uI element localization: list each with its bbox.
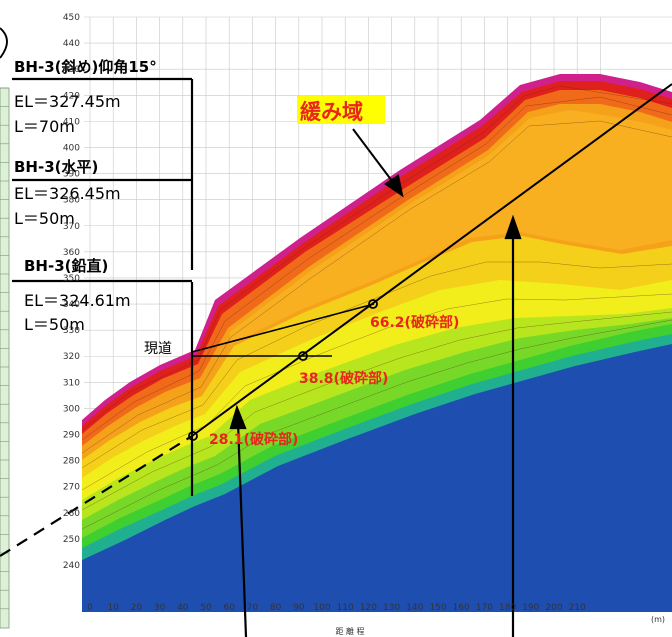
x-tick-label: 10 — [107, 603, 119, 613]
x-axis-unit: (m) — [651, 615, 665, 624]
x-tick-label: 180 — [499, 603, 516, 613]
x-tick-label: 190 — [522, 603, 539, 613]
y-tick-label: 430 — [63, 65, 80, 75]
x-tick-label: 0 — [87, 603, 93, 613]
fracture-label-38: 38.8(破砕部) — [299, 370, 388, 387]
bh-inclined-title: BH-3(斜め)仰角15° — [14, 58, 157, 76]
y-tick-label: 310 — [63, 378, 80, 388]
bh-horizontal-length: L＝50m — [14, 209, 75, 228]
loose-zone — [230, 110, 672, 345]
x-tick-label: 150 — [429, 603, 446, 613]
x-tick-label: 130 — [383, 603, 400, 613]
arrows — [229, 128, 522, 637]
loose-zone-label-bg — [297, 96, 385, 124]
x-tick-label: 120 — [360, 603, 377, 613]
y-axis-tick-labels: 450 440 430 420 410 400 390 380 370 360 350 340 330 3… — [63, 13, 80, 571]
fracture-label-66: 66.2(破砕部) — [370, 314, 459, 331]
y-tick-label: 270 — [63, 483, 80, 493]
x-axis-label: 距 離 程 — [335, 626, 364, 636]
road-leader-line — [191, 303, 375, 353]
x-tick-label: 170 — [476, 603, 493, 613]
y-tick-label: 380 — [63, 196, 80, 206]
y-tick-label: 360 — [63, 248, 80, 258]
x-tick-label: 210 — [569, 603, 586, 613]
contour-lines — [81, 85, 672, 530]
x-tick-label: 140 — [406, 603, 423, 613]
y-tick-label: 320 — [63, 352, 80, 362]
bh-vertical-el: EL＝324.61m — [24, 291, 131, 310]
x-tick-label: 60 — [223, 603, 235, 613]
borehole-lines — [190, 83, 672, 496]
y-tick-label: 290 — [63, 431, 80, 441]
x-tick-label: 100 — [313, 603, 330, 613]
x-tick-label: 90 — [293, 603, 305, 613]
loose-zone-label: 緩み域 — [300, 100, 363, 124]
band-bedrock — [82, 344, 672, 612]
y-tick-label: 240 — [63, 561, 80, 571]
y-tick-label: 280 — [63, 457, 80, 467]
partial-bracket — [0, 27, 8, 59]
x-tick-label: 80 — [270, 603, 282, 613]
y-tick-label: 390 — [63, 170, 80, 180]
y-tick-label: 410 — [63, 117, 80, 127]
x-tick-label: 200 — [545, 603, 562, 613]
x-tick-label: 160 — [453, 603, 470, 613]
y-tick-label: 330 — [63, 326, 80, 336]
y-tick-label: 350 — [63, 274, 80, 284]
x-tick-label: 30 — [154, 603, 166, 613]
borehole-labels: BH-3(斜め)仰角15° EL＝327.45m L＝70m BH-3(水平) … — [14, 58, 157, 334]
x-tick-label: 110 — [337, 603, 354, 613]
y-tick-label: 250 — [63, 535, 80, 545]
x-tick-label: 40 — [177, 603, 189, 613]
dashed-extension-line — [0, 435, 193, 557]
y-tick-label: 300 — [63, 404, 80, 414]
fracture-marker-38 — [298, 351, 308, 361]
y-tick-label: 370 — [63, 222, 80, 232]
bottom-arrow-left — [236, 421, 248, 637]
bh-horizontal-title: BH-3(水平) — [14, 158, 98, 176]
fracture-label-28: 28.1(破砕部) — [209, 431, 298, 448]
fracture-markers — [188, 299, 378, 441]
road-label: 現道 — [144, 341, 172, 357]
y-tick-label: 450 — [63, 13, 80, 23]
left-column-strip — [0, 87, 10, 629]
bh-horizontal-el: EL＝326.45m — [14, 184, 121, 203]
bh-vertical-length: L＝50m — [24, 315, 85, 334]
y-tick-label: 440 — [63, 39, 80, 49]
x-tick-label: 50 — [200, 603, 212, 613]
y-tick-label: 260 — [63, 509, 80, 519]
bh-vertical-title: BH-3(鉛直) — [24, 257, 108, 275]
fracture-marker-28 — [188, 431, 198, 441]
x-tick-label: 70 — [247, 603, 259, 613]
y-tick-label: 420 — [63, 91, 80, 101]
bh-inclined-length: L＝70m — [14, 117, 75, 136]
borehole-info — [12, 77, 194, 283]
bh-inclined-line — [191, 83, 672, 437]
loose-zone-arrow — [352, 128, 396, 186]
contour-bands — [82, 74, 672, 612]
bh-inclined-el: EL＝327.45m — [14, 92, 121, 111]
loose-zone-label-group: 緩み域 — [297, 96, 385, 124]
fracture-marker-66 — [368, 299, 378, 309]
y-tick-label: 400 — [63, 143, 80, 153]
x-axis-tick-labels: 0 10 20 30 40 50 60 70 80 90 100 110 120 130 140 150 160… — [87, 603, 586, 613]
y-tick-label: 340 — [63, 300, 80, 310]
x-tick-label: 20 — [131, 603, 143, 613]
